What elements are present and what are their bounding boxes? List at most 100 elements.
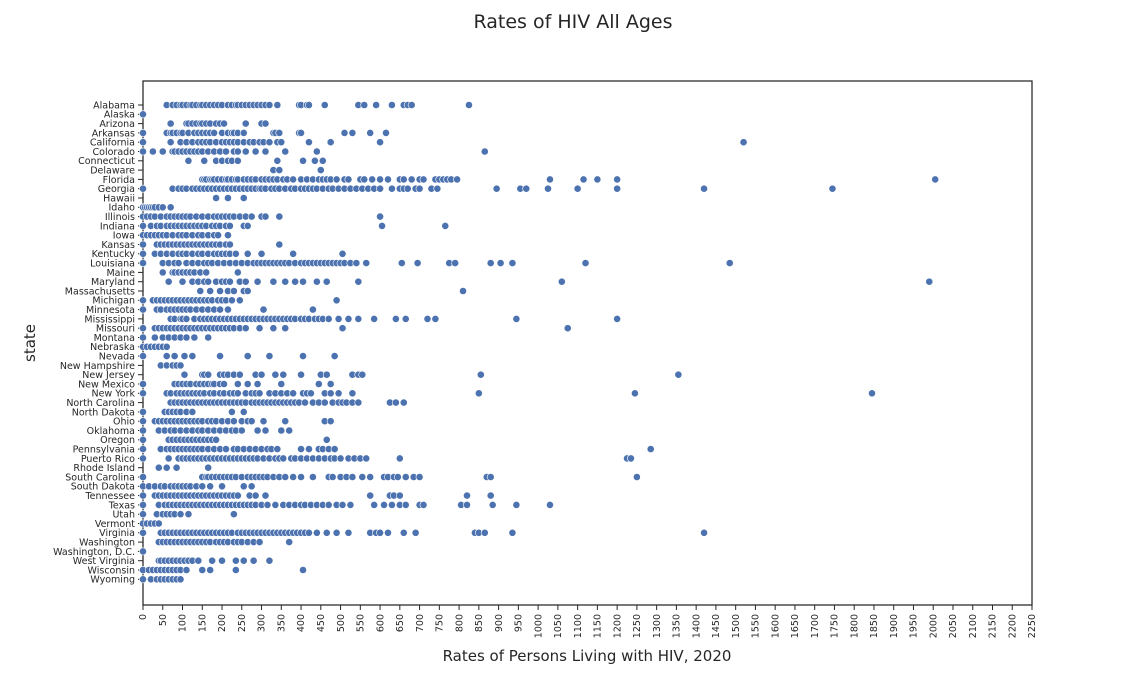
y-tick-label: Delaware (90, 166, 135, 177)
data-point (358, 473, 367, 481)
y-tick-label: Minnesota (86, 305, 135, 316)
data-point (453, 175, 462, 184)
data-point (338, 324, 347, 333)
data-point (401, 473, 410, 481)
data-point (139, 473, 147, 481)
data-point (275, 128, 284, 137)
data-point (312, 147, 321, 156)
data-point (233, 380, 242, 388)
data-point (285, 538, 294, 546)
data-point (338, 249, 347, 258)
data-point (239, 407, 248, 416)
data-point (423, 314, 432, 323)
data-point (224, 194, 232, 202)
data-point (465, 101, 473, 109)
data-point (226, 277, 234, 286)
data-point (224, 231, 232, 240)
data-point (433, 184, 442, 193)
data-point (233, 389, 242, 398)
x-tick-label: 1250 (632, 614, 643, 638)
y-tick-label: Massachusetts (65, 286, 135, 297)
data-point (352, 259, 361, 267)
x-tick-label: 1700 (810, 614, 821, 638)
data-point (253, 426, 262, 435)
data-point (312, 277, 321, 286)
data-point (139, 454, 147, 463)
chart-title: Rates of HIV All Ages (473, 11, 672, 33)
data-point (269, 324, 278, 333)
data-point (239, 482, 248, 491)
data-point (162, 352, 171, 360)
y-tick-label: Mississippi (84, 314, 135, 325)
data-point (486, 259, 495, 267)
y-tick-label: Maine (106, 268, 135, 279)
data-point (725, 259, 734, 267)
data-point (218, 556, 226, 565)
x-tick-label: 700 (415, 614, 426, 632)
data-point (139, 249, 147, 258)
data-point (277, 138, 286, 147)
data-point (257, 249, 266, 258)
data-point (399, 398, 408, 407)
data-point (243, 249, 252, 258)
x-tick-label: 250 (237, 614, 248, 632)
data-point (182, 333, 191, 342)
y-tick-label: Tennessee (84, 491, 135, 502)
data-point (354, 398, 363, 407)
y-tick-label: Idaho (109, 203, 136, 214)
data-point (415, 184, 424, 193)
data-point (139, 138, 147, 147)
data-point (139, 417, 147, 426)
data-point (216, 287, 224, 295)
data-point (253, 380, 262, 388)
y-tick-label: Puerto Rico (81, 454, 135, 465)
data-point (218, 482, 226, 491)
data-point (281, 277, 290, 286)
data-point (241, 324, 250, 333)
data-point (220, 119, 228, 128)
data-point (289, 249, 298, 258)
data-point (289, 175, 298, 184)
data-point (330, 352, 339, 360)
data-point (233, 147, 242, 156)
data-point (139, 184, 147, 193)
y-tick-label: Alaska (104, 110, 135, 121)
data-point (216, 305, 224, 314)
data-point (178, 277, 187, 286)
data-point (261, 212, 270, 221)
y-tick-label: Kentucky (92, 249, 136, 260)
data-point (164, 454, 173, 463)
y-tick-label: Arkansas (92, 128, 135, 139)
data-point (508, 528, 517, 537)
data-point (231, 566, 240, 574)
data-point (310, 156, 319, 165)
data-point (401, 314, 410, 323)
y-tick-label: New Mexico (78, 379, 135, 390)
y-tick-label: Hawaii (103, 193, 135, 204)
data-point (281, 417, 290, 426)
data-point (828, 184, 837, 193)
x-tick-label: 400 (296, 614, 307, 632)
data-point (411, 528, 420, 537)
data-point (204, 277, 213, 286)
x-tick-label: 1350 (672, 614, 683, 638)
data-point (235, 296, 244, 305)
x-tick-label: 800 (454, 614, 465, 632)
data-point (237, 426, 246, 435)
x-tick-label: 2000 (928, 614, 939, 638)
data-point (305, 445, 313, 453)
data-point (166, 119, 175, 128)
data-point (204, 370, 213, 379)
x-tick-label: 650 (395, 614, 406, 632)
data-point (332, 528, 341, 537)
data-point (222, 147, 230, 156)
x-tick-label: 1950 (909, 614, 920, 638)
data-point (544, 184, 552, 193)
data-point (231, 249, 240, 258)
y-tick-label: Washington (79, 538, 135, 549)
data-point (330, 445, 339, 453)
data-point (243, 380, 252, 388)
data-point (255, 538, 264, 546)
data-point (632, 473, 641, 481)
data-point (255, 389, 264, 398)
